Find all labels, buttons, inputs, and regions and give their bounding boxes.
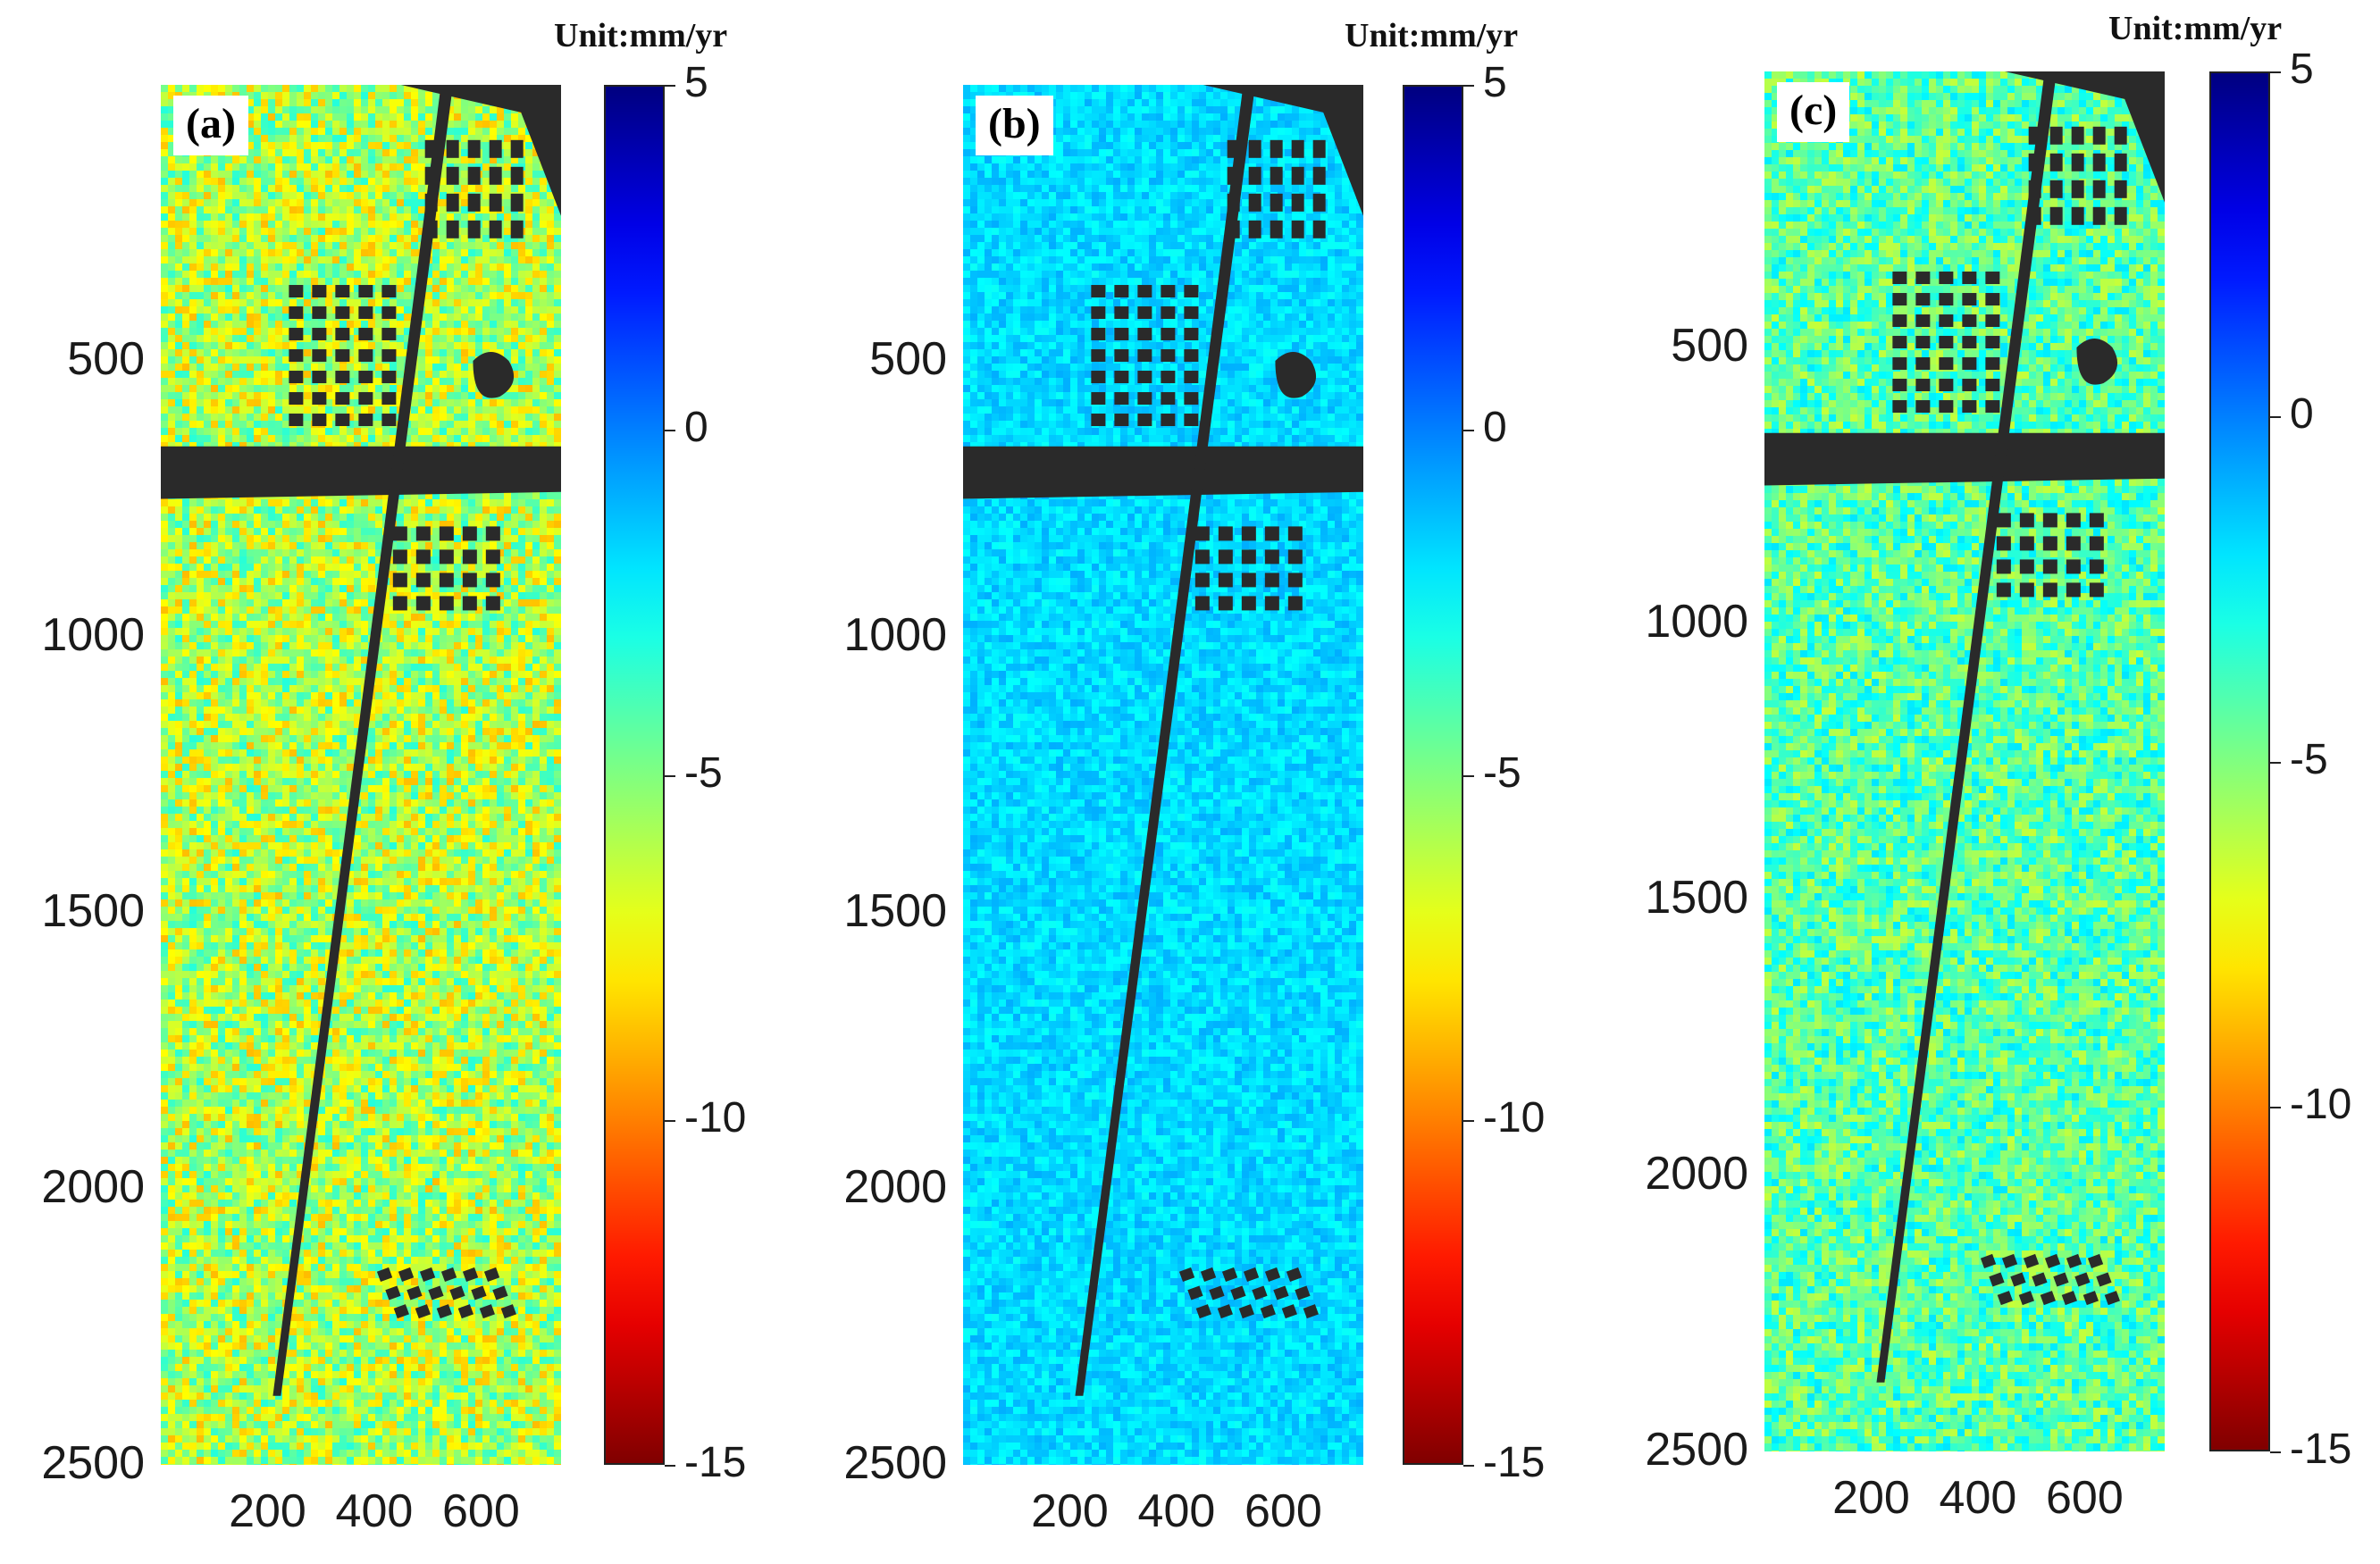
colorbar-tick-label: 0 xyxy=(684,403,708,452)
colorbar xyxy=(1403,85,1463,1465)
masked-areas xyxy=(963,85,1363,1396)
colorbar-tick-label: 5 xyxy=(684,58,708,107)
panel-c: (c) 500 1000 1500 2000 2500 200 400 600 5 0 -5 -10 -1… xyxy=(1604,0,2380,1564)
colorbar-tick xyxy=(665,774,675,777)
unit-label: Unit:mm/yr xyxy=(2108,9,2282,48)
velocity-map: (b) xyxy=(963,85,1363,1465)
x-tick-label: 200 xyxy=(1808,1471,1933,1525)
colorbar-tick xyxy=(2270,71,2281,73)
colorbar-tick-label: 5 xyxy=(2290,45,2314,94)
colorbar xyxy=(2209,71,2270,1451)
x-tick-label: 200 xyxy=(1007,1485,1132,1538)
x-tick-label: 600 xyxy=(1220,1485,1345,1538)
colorbar-tick xyxy=(1463,1465,1474,1467)
colorbar-tick-label: -5 xyxy=(2290,735,2328,784)
unit-label: Unit:mm/yr xyxy=(554,16,727,55)
y-tick-label: 2000 xyxy=(1605,1147,1748,1200)
x-tick-label: 400 xyxy=(1114,1485,1239,1538)
colorbar-tick xyxy=(2270,1106,2281,1108)
colorbar-tick-label: -15 xyxy=(684,1438,746,1487)
y-tick-label: 500 xyxy=(804,332,947,386)
colorbar-tick xyxy=(1463,1119,1474,1122)
colorbar-tick xyxy=(665,1119,675,1122)
colorbar xyxy=(604,85,665,1465)
y-tick-label: 1500 xyxy=(1605,871,1748,924)
colorbar-tick-label: -10 xyxy=(684,1093,746,1142)
colorbar-tick-label: 0 xyxy=(1483,403,1507,452)
colorbar-tick xyxy=(1463,430,1474,432)
y-tick-label: 500 xyxy=(1605,319,1748,372)
panel-label: (a) xyxy=(173,96,248,155)
y-tick-label: 1000 xyxy=(2,608,145,662)
y-tick-label: 500 xyxy=(2,332,145,386)
y-tick-label: 2500 xyxy=(804,1436,947,1490)
y-tick-label: 1000 xyxy=(804,608,947,662)
y-tick-label: 2500 xyxy=(1605,1423,1748,1476)
y-tick-label: 2000 xyxy=(804,1160,947,1214)
y-tick-label: 1500 xyxy=(2,884,145,938)
velocity-map-image xyxy=(161,85,561,1465)
y-tick-label: 2500 xyxy=(2,1436,145,1490)
x-tick-label: 200 xyxy=(205,1485,330,1538)
masked-areas xyxy=(1764,71,2165,1383)
colorbar-tick-label: 5 xyxy=(1483,58,1507,107)
panel-b: (b) 500 1000 1500 2000 2500 200 400 600 5 0 -5 -10 -1… xyxy=(800,0,1586,1564)
x-tick-label: 400 xyxy=(1915,1471,2041,1525)
colorbar-tick xyxy=(665,1465,675,1467)
x-tick-label: 400 xyxy=(312,1485,437,1538)
colorbar-tick xyxy=(665,85,675,87)
colorbar-tick-label: -15 xyxy=(2290,1425,2351,1474)
colorbar-tick-label: -10 xyxy=(2290,1080,2351,1129)
colorbar-tick xyxy=(2270,1451,2281,1453)
masked-areas xyxy=(161,85,561,1396)
x-tick-label: 600 xyxy=(418,1485,543,1538)
x-tick-label: 600 xyxy=(2022,1471,2147,1525)
colorbar-tick-label: -5 xyxy=(684,749,723,798)
y-tick-label: 1500 xyxy=(804,884,947,938)
colorbar-tick xyxy=(2270,761,2281,764)
colorbar-tick xyxy=(2270,416,2281,419)
velocity-map-image xyxy=(963,85,1363,1465)
velocity-map-image xyxy=(1764,71,2165,1451)
panel-a: (a) 500 1000 1500 2000 2500 200 400 600 5 0 -5 -10 -1… xyxy=(0,0,786,1564)
panel-label: (b) xyxy=(976,96,1053,155)
colorbar-tick-label: -5 xyxy=(1483,749,1521,798)
colorbar-tick xyxy=(665,430,675,432)
y-tick-label: 1000 xyxy=(1605,595,1748,648)
unit-label: Unit:mm/yr xyxy=(1345,16,1518,55)
colorbar-tick-label: 0 xyxy=(2290,389,2314,439)
panel-label: (c) xyxy=(1777,82,1850,142)
colorbar-tick xyxy=(1463,85,1474,87)
colorbar-tick-label: -15 xyxy=(1483,1438,1545,1487)
velocity-map: (a) xyxy=(161,85,561,1465)
y-tick-label: 2000 xyxy=(2,1160,145,1214)
colorbar-tick-label: -10 xyxy=(1483,1093,1545,1142)
colorbar-tick xyxy=(1463,774,1474,777)
velocity-map: (c) xyxy=(1764,71,2165,1451)
